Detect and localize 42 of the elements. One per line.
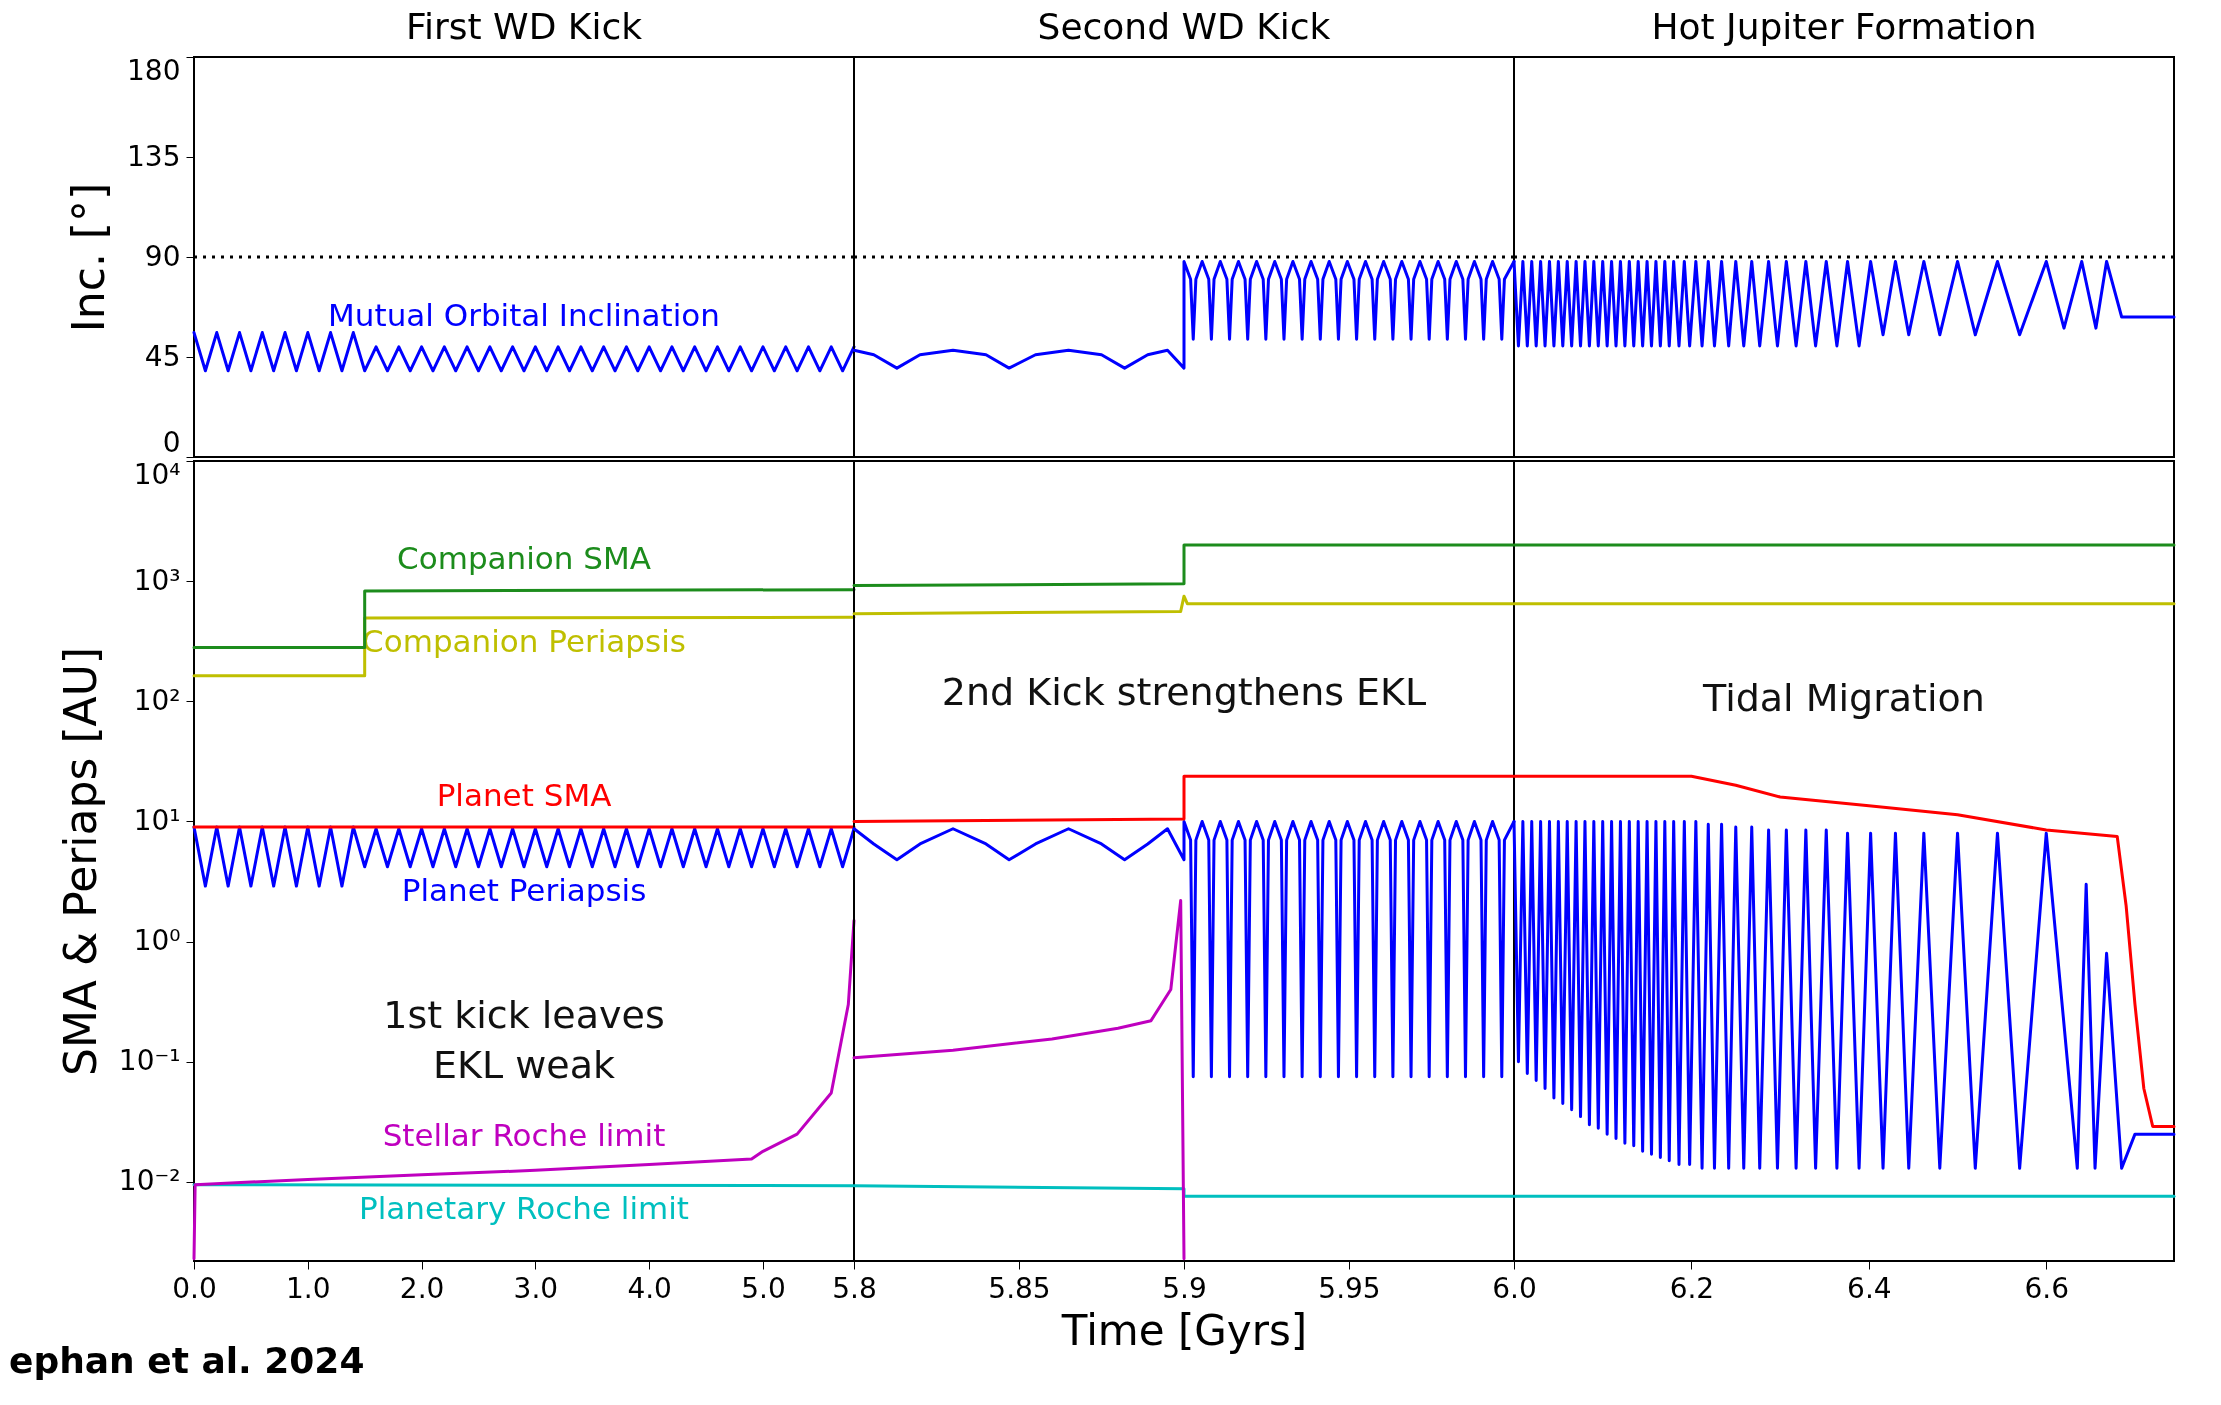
x-tick-label: 5.8: [832, 1271, 877, 1305]
x-tick-label: 5.9: [1162, 1271, 1207, 1305]
x-tick-label: 1.0: [286, 1271, 331, 1305]
x-tick-label: 5.85: [988, 1271, 1051, 1305]
y-tick-label: 10⁰: [133, 924, 181, 958]
x-axis-title: Time [Gyrs]: [1060, 1305, 1308, 1355]
y-tick-label: 90: [144, 239, 181, 273]
y-tick-label: 10¹: [133, 803, 181, 837]
y-tick-label: 180: [127, 53, 181, 87]
y-tick-label: 10⁻²: [118, 1164, 181, 1198]
y-axis-title: Inc. [°]: [63, 182, 115, 333]
x-tick-label: 2.0: [399, 1271, 445, 1305]
series-label: Stellar Roche limit: [382, 1117, 666, 1154]
series-label: Planet Periapsis: [401, 871, 647, 908]
x-tick-label: 6.2: [1669, 1271, 1715, 1305]
x-tick-label: 5.0: [741, 1271, 786, 1305]
text: ephan et al. 2024: [9, 1340, 365, 1381]
annotation: 2nd Kick strengthens EKL: [941, 670, 1427, 715]
series-label: Planet SMA: [436, 776, 612, 813]
y-axis-title: SMA & Periaps [AU]: [54, 646, 106, 1077]
series-label: Mutual Orbital Inclination: [328, 296, 720, 333]
x-tick-label: 0.0: [172, 1271, 217, 1305]
x-tick-label: 6.0: [1492, 1271, 1537, 1305]
y-tick-label: 45: [144, 339, 181, 373]
annotation: 1st kick leaves EKL weak: [383, 993, 665, 1088]
chart-title: Hot Jupiter Formation: [1651, 6, 2037, 47]
chart-title: Second WD Kick: [1037, 6, 1331, 47]
x-tick-label: 4.0: [627, 1271, 672, 1305]
y-tick-label: 0: [162, 425, 181, 459]
y-tick-label: 10³: [133, 563, 181, 597]
x-tick-label: 5.95: [1318, 1271, 1381, 1305]
y-tick-label: 10⁴: [133, 457, 181, 491]
series-label: Companion SMA: [397, 540, 651, 577]
y-tick-label: 135: [127, 139, 181, 173]
annotation: Tidal Migration: [1702, 675, 1985, 720]
x-tick-label: 3.0: [513, 1271, 559, 1305]
y-tick-label: 10²: [133, 683, 181, 717]
y-tick-label: 10⁻¹: [118, 1044, 181, 1078]
x-tick-label: 6.6: [2024, 1271, 2070, 1305]
x-tick-label: 6.4: [1847, 1271, 1892, 1305]
chart-title: First WD Kick: [405, 5, 643, 47]
series-label: Planetary Roche limit: [358, 1190, 690, 1227]
